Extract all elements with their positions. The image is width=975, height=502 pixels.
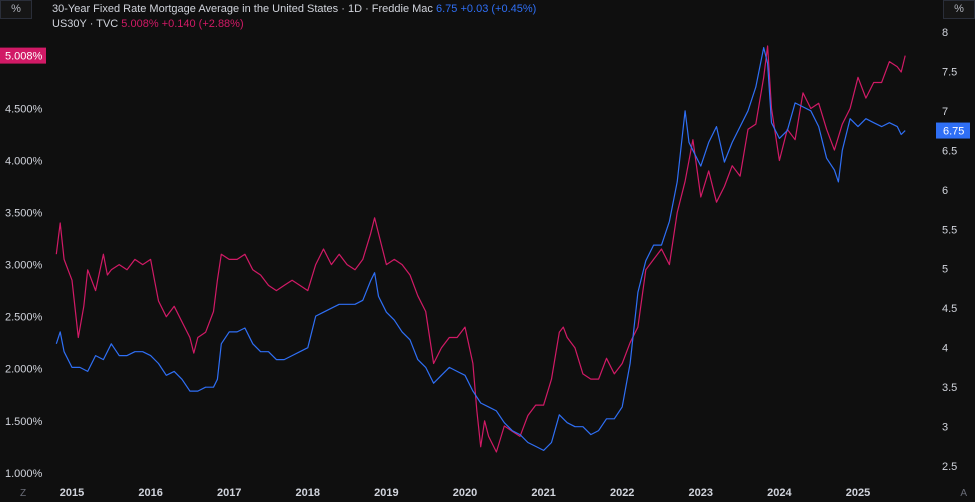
right-axis-tick: 3.5 xyxy=(942,382,957,394)
left-axis-tick: 2.000% xyxy=(5,364,43,376)
x-axis-tick: 2016 xyxy=(138,487,162,499)
legend-treasury-value: 5.008% xyxy=(121,18,159,30)
x-axis-tick: 2024 xyxy=(767,487,792,499)
mortgage-last-label: 6.75 xyxy=(943,126,964,138)
left-axis-tick: 4.500% xyxy=(5,103,43,115)
left-axis-tick: 1.000% xyxy=(5,468,43,480)
time-axis[interactable]: 2015 2016 2017 2018 2019 2020 2021 2022 2023 2024… xyxy=(60,487,870,499)
left-axis-tick: 3.500% xyxy=(5,208,43,220)
legend-mortgage-value: 6.75 xyxy=(436,3,458,15)
right-axis-tick: 5.5 xyxy=(942,224,957,236)
x-axis-tick: 2023 xyxy=(689,487,713,499)
legend-row-mortgage[interactable]: 30-Year Fixed Rate Mortgage Average in t… xyxy=(52,2,536,17)
right-axis-tick: 7 xyxy=(942,106,948,118)
chart-legend: 30-Year Fixed Rate Mortgage Average in t… xyxy=(52,2,536,32)
legend-mortgage-name: 30-Year Fixed Rate Mortgage Average in t… xyxy=(52,3,433,15)
left-axis-tick: 3.000% xyxy=(5,260,43,272)
x-axis-tick: 2021 xyxy=(531,487,555,499)
x-axis-tick: 2022 xyxy=(610,487,634,499)
series-lines xyxy=(55,45,906,453)
legend-treasury-change: +0.140 (+2.88%) xyxy=(161,18,244,30)
left-axis-tick: 1.500% xyxy=(5,416,43,428)
mortgage-last-badge xyxy=(936,122,970,139)
right-axis-tick: 4 xyxy=(942,343,948,355)
x-axis-tick: 2015 xyxy=(60,487,84,499)
legend-mortgage-change: +0.03 (+0.45%) xyxy=(460,3,537,15)
left-axis-tick: 4.000% xyxy=(5,156,43,168)
right-axis-tick: 5 xyxy=(942,264,948,276)
right-axis-tick: 7.5 xyxy=(942,66,957,78)
x-axis-tick: 2018 xyxy=(296,487,320,499)
right-axis-tick: 8 xyxy=(942,27,948,39)
left-unit-badge[interactable]: % xyxy=(0,0,32,19)
x-axis-tick: 2017 xyxy=(217,487,241,499)
x-axis-tick: 2020 xyxy=(453,487,477,499)
legend-row-treasury[interactable]: US30Y · TVC 5.008% +0.140 (+2.88%) xyxy=(52,17,536,32)
treasury-last-badge xyxy=(0,47,46,64)
x-axis-tick: 2019 xyxy=(374,487,398,499)
right-axis-tick: 4.5 xyxy=(942,303,957,315)
treasury-last-label: 5.008% xyxy=(5,51,43,63)
mortgage-line[interactable] xyxy=(55,46,906,451)
last-value-badges: 5.008% 6.75 xyxy=(0,47,970,139)
x-axis-tick: 2025 xyxy=(846,487,870,499)
auto-scale-icon[interactable]: A xyxy=(960,488,967,499)
right-axis-tick: 6 xyxy=(942,185,948,197)
zoom-reset-icon[interactable]: Z xyxy=(20,488,27,499)
right-axis-tick: 3 xyxy=(942,422,948,434)
left-price-axis[interactable]: 1.000% 1.500% 2.000% 2.500% 3.000% 3.500% 4.00… xyxy=(5,103,43,479)
right-price-axis[interactable]: 2.5 3 3.5 4 4.5 5 5.5 6 6.5 7 7.5 8 xyxy=(942,27,957,473)
legend-treasury-name: US30Y · TVC xyxy=(52,18,119,30)
right-axis-tick: 2.5 xyxy=(942,461,957,473)
treasury-line[interactable] xyxy=(55,45,906,453)
left-axis-tick: 2.500% xyxy=(5,312,43,324)
right-axis-tick: 6.5 xyxy=(942,145,957,157)
